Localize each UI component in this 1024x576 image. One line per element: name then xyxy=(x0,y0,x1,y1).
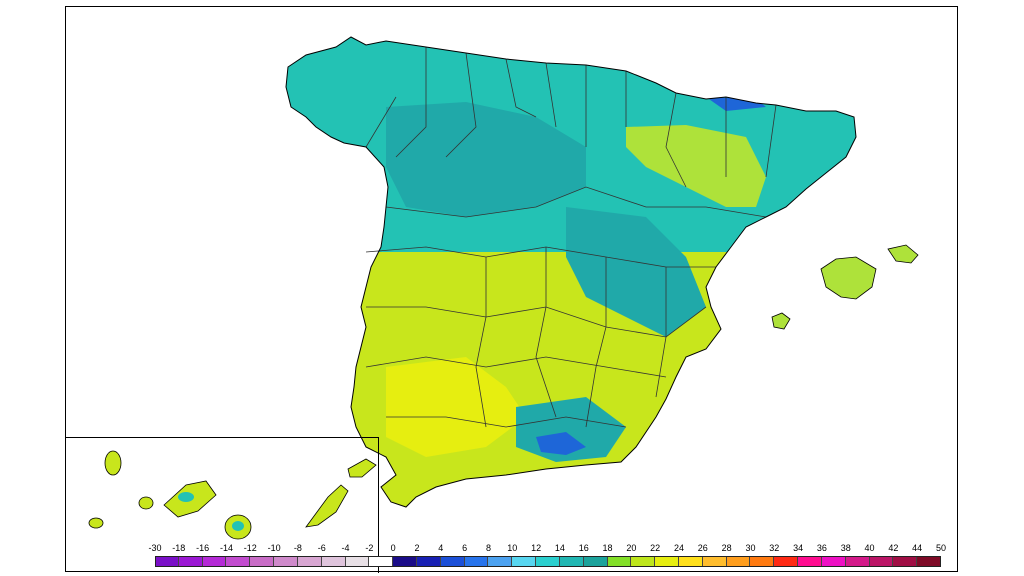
legend-swatch xyxy=(297,556,322,567)
legend-swatch xyxy=(226,556,251,567)
legend-tick: 30 xyxy=(745,543,756,553)
legend-swatch xyxy=(274,556,298,567)
balearic-outline xyxy=(771,244,919,330)
legend-swatch xyxy=(821,556,846,567)
legend-tick: 50 xyxy=(935,543,947,553)
legend-swatch xyxy=(607,556,632,567)
map-frame xyxy=(65,6,958,573)
legend-tick: 20 xyxy=(626,543,637,553)
legend-tick: -14 xyxy=(219,543,233,553)
legend-tick: 6 xyxy=(462,543,468,553)
legend-swatch xyxy=(369,556,394,567)
legend-tick: -18 xyxy=(172,543,186,553)
mainland-outline xyxy=(285,36,857,508)
legend-tick: 10 xyxy=(507,543,518,553)
legend-swatch xyxy=(393,556,417,567)
legend-tick: -4 xyxy=(341,543,350,553)
legend-swatch xyxy=(512,556,537,567)
legend-swatch xyxy=(155,556,179,567)
legend-tick: -16 xyxy=(196,543,210,553)
temperature-legend: -30 -18 -16 -14 -12 -10 -8 -6 -4 -2 0 2 4 6 8 10 12 14 16 1… xyxy=(148,543,946,570)
legend-swatch xyxy=(488,556,513,567)
legend-tick: 44 xyxy=(912,543,923,553)
legend-swatch xyxy=(583,556,608,567)
legend-tick: 36 xyxy=(816,543,827,553)
legend-tick: 14 xyxy=(554,543,565,553)
legend-tick: 24 xyxy=(673,543,685,553)
canary-inset-frame xyxy=(66,437,379,573)
legend-swatch xyxy=(536,556,560,567)
legend-swatch xyxy=(631,556,656,567)
legend-tick: 38 xyxy=(840,543,851,553)
legend-swatch xyxy=(178,556,203,567)
legend-tick: 32 xyxy=(769,543,780,553)
balearic-fill xyxy=(772,245,918,329)
temperature-map xyxy=(88,36,919,540)
legend-swatch xyxy=(869,556,894,567)
legend-tick: -2 xyxy=(365,543,374,553)
legend-tick: -12 xyxy=(243,543,257,553)
legend-swatch xyxy=(774,556,799,567)
legend-tick: -10 xyxy=(267,543,281,553)
legend-tick: 4 xyxy=(438,543,444,553)
legend-tick: 26 xyxy=(697,543,708,553)
legend-swatch xyxy=(750,556,775,567)
legend-swatch xyxy=(417,556,441,567)
legend-swatch xyxy=(726,556,751,567)
legend-swatch xyxy=(345,556,370,567)
legend-swatch xyxy=(679,556,703,567)
legend-swatch xyxy=(321,556,346,567)
legend-tick: 12 xyxy=(531,543,542,553)
legend-bar-border xyxy=(155,556,941,567)
legend-swatch xyxy=(202,556,227,567)
legend-tick: 22 xyxy=(650,543,661,553)
legend-tick: 42 xyxy=(888,543,899,553)
legend-swatch xyxy=(655,556,679,567)
legend-tick: -30 xyxy=(148,543,162,553)
legend-tick: -6 xyxy=(317,543,326,553)
legend-swatch xyxy=(702,556,727,567)
legend-tick: 2 xyxy=(414,543,420,553)
legend-tick: 0 xyxy=(390,543,396,553)
legend-tick: 34 xyxy=(793,543,804,553)
legend-tick: -8 xyxy=(293,543,302,553)
legend-swatch xyxy=(845,556,870,567)
legend-swatch xyxy=(440,556,465,567)
legend-swatch xyxy=(893,556,918,567)
legend-swatch xyxy=(559,556,584,567)
legend-tick: 28 xyxy=(721,543,732,553)
legend-tick: 18 xyxy=(602,543,613,553)
legend-tick: 16 xyxy=(578,543,589,553)
province-borders xyxy=(365,47,777,428)
canary-islands xyxy=(88,450,377,540)
legend-tick: 8 xyxy=(485,543,491,553)
legend-swatch xyxy=(464,556,489,567)
legend-swatch xyxy=(798,556,822,567)
legend-swatch xyxy=(250,556,275,567)
legend-tick: 40 xyxy=(864,543,875,553)
